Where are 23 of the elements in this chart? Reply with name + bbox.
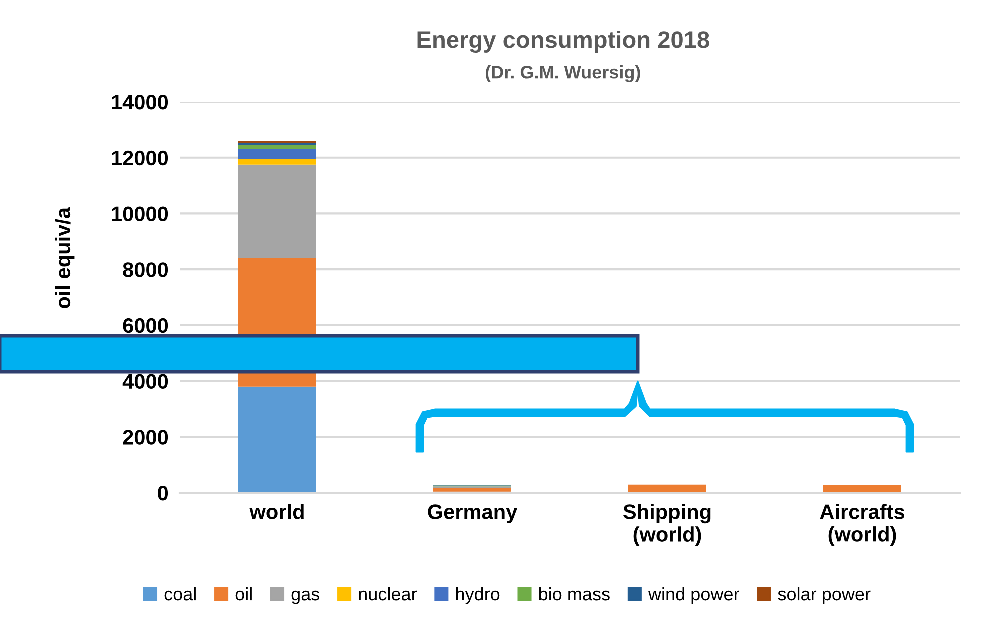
x-tick-label: Shipping (world) [624,504,711,546]
y-tick-label: 6000 [123,318,168,334]
legend-label: gas [292,590,320,604]
y-tick-label: 2000 [123,430,168,445]
y-tick-label: 4000 [122,374,168,390]
legend-label: coal [164,587,196,601]
y-tick-label: 0 [158,486,168,501]
y-tick-label: 8000 [123,262,168,278]
x-tick-label: Germany [428,504,518,524]
legend-label: solar power [778,587,871,604]
chart-subtitle: (Dr. G.M. Wuersig) [486,66,640,82]
y-axis-title: oil equiv/a [55,207,75,309]
legend-label: hydro [456,587,500,604]
x-tick-label: Aircrafts (world) [820,504,904,546]
x-tick-label: world [250,504,304,520]
legend-label: wind power [648,587,740,604]
legend-label: bio mass [539,587,610,601]
chart-title: Energy consumption 2018 [418,30,710,54]
y-tick-label: 14000 [112,95,168,110]
legend-label: oil [236,587,252,601]
y-tick-label: 12000 [112,150,168,166]
y-tick-label: 10000 [112,206,168,222]
legend-label: nuclear [359,587,418,601]
